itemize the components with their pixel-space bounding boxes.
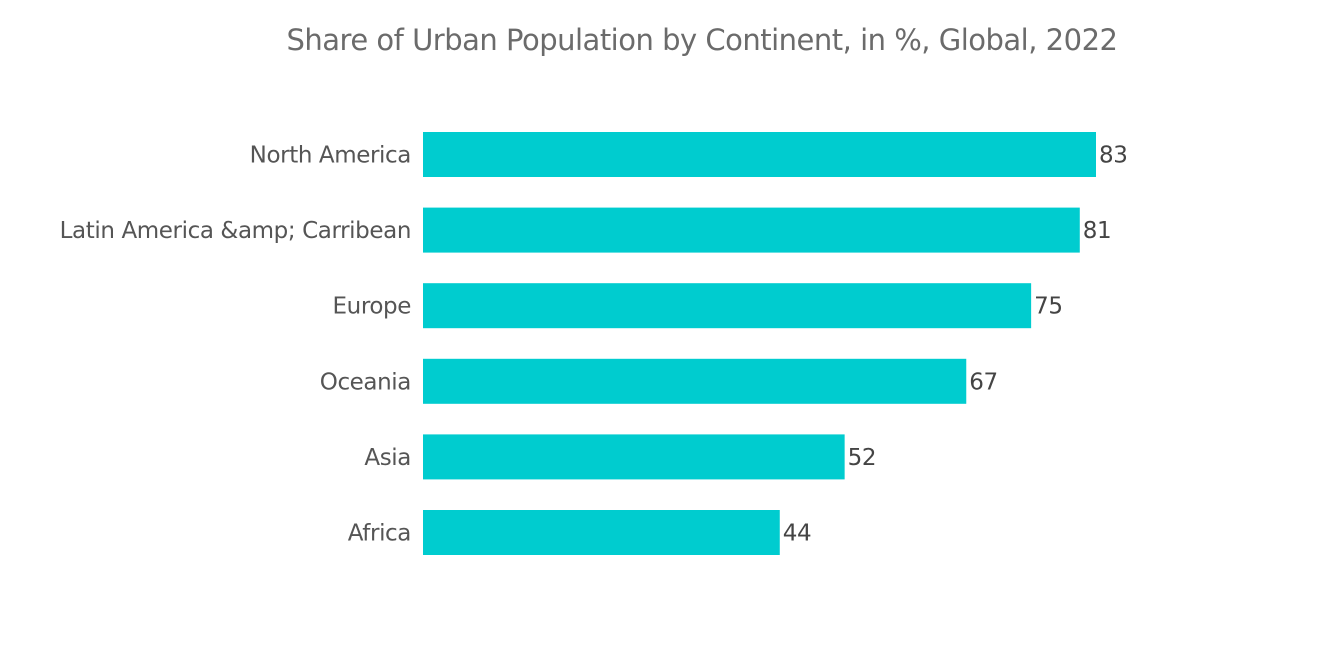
bar <box>423 358 967 404</box>
data-label: 67 <box>969 369 997 395</box>
bar <box>423 510 780 555</box>
data-label: 44 <box>783 521 811 547</box>
category-label: North America <box>250 143 411 169</box>
chart-title: Share of Urban Population by Continent, … <box>287 23 1118 57</box>
category-label: Asia <box>364 445 411 471</box>
bar <box>423 283 1032 329</box>
data-label: 52 <box>848 445 876 471</box>
data-label: 81 <box>1083 218 1111 244</box>
category-label: Oceania <box>320 369 411 395</box>
data-label: 83 <box>1099 143 1127 169</box>
bar <box>423 132 1096 177</box>
category-label: Latin America &amp; Carribean <box>60 218 411 244</box>
data-label: 75 <box>1034 294 1062 320</box>
bar <box>423 434 845 480</box>
bars-layer: North America 83 Latin America &amp; Carri… <box>60 132 1128 555</box>
category-label: Europe <box>333 294 411 320</box>
bar <box>423 207 1080 253</box>
category-label: Africa <box>348 521 411 547</box>
